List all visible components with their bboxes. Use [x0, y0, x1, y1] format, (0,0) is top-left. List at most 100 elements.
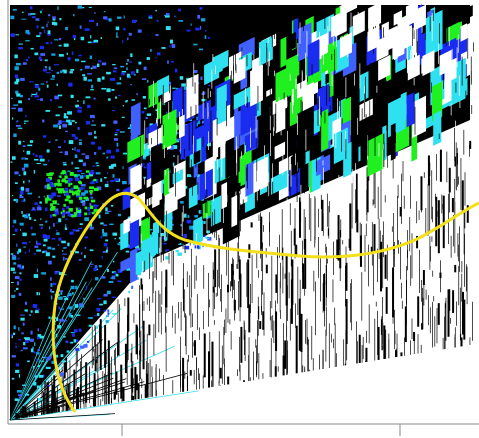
noise — [18, 249, 21, 253]
band — [234, 112, 239, 151]
noise — [184, 214, 187, 218]
noise — [18, 47, 23, 49]
noise — [52, 22, 56, 25]
noise — [138, 29, 142, 32]
noise — [90, 89, 94, 90]
noise — [88, 212, 90, 216]
noise — [15, 343, 16, 345]
noise — [41, 272, 46, 274]
noise — [101, 236, 103, 238]
noise — [31, 348, 33, 352]
noise — [61, 121, 65, 122]
noise — [74, 329, 78, 332]
noise — [61, 354, 64, 357]
noise — [46, 359, 48, 361]
noise — [208, 37, 210, 39]
noise — [171, 61, 174, 63]
noise — [23, 150, 24, 151]
noise — [58, 296, 63, 299]
noise — [31, 13, 36, 15]
noise — [19, 196, 23, 198]
noise — [107, 211, 111, 212]
noise — [50, 214, 52, 217]
noise — [29, 249, 30, 252]
band — [162, 109, 176, 150]
noise — [91, 200, 95, 203]
noise — [77, 170, 82, 172]
noise — [28, 56, 30, 58]
noise — [75, 178, 79, 181]
noise — [53, 223, 55, 227]
noise — [56, 230, 57, 231]
noise — [64, 298, 68, 300]
noise — [18, 394, 22, 396]
noise — [105, 212, 109, 214]
noise — [39, 359, 40, 362]
noise — [59, 152, 63, 153]
noise — [201, 18, 205, 21]
noise — [69, 200, 73, 204]
band — [361, 131, 367, 166]
noise — [96, 308, 100, 312]
noise — [24, 123, 26, 124]
noise — [69, 140, 74, 144]
noise — [172, 88, 175, 89]
noise — [67, 350, 70, 352]
noise — [79, 329, 82, 332]
noise — [92, 165, 95, 166]
noise — [149, 15, 152, 17]
noise — [15, 182, 18, 184]
noise — [115, 134, 118, 136]
noise — [12, 156, 16, 160]
noise — [143, 96, 146, 99]
noise — [111, 205, 113, 207]
noise — [41, 27, 44, 29]
noise — [79, 142, 82, 145]
noise — [75, 167, 80, 169]
noise — [30, 6, 32, 9]
noise — [23, 181, 24, 184]
noise — [47, 187, 50, 189]
noise — [127, 59, 129, 62]
noise — [63, 164, 66, 166]
noise — [65, 199, 69, 202]
noise — [117, 143, 119, 147]
noise — [170, 40, 173, 44]
noise — [24, 121, 29, 122]
noise — [99, 215, 101, 219]
noise — [150, 49, 152, 52]
noise — [48, 317, 50, 319]
noise — [67, 111, 72, 114]
noise — [27, 151, 31, 155]
noise — [173, 155, 174, 157]
noise — [105, 239, 108, 241]
noise — [72, 134, 76, 137]
noise — [63, 162, 67, 164]
noise — [66, 120, 70, 123]
noise — [56, 114, 60, 116]
noise — [42, 119, 44, 122]
noise — [66, 195, 70, 198]
noise — [25, 252, 26, 254]
noise — [23, 266, 24, 269]
noise — [35, 310, 39, 313]
noise — [29, 81, 34, 82]
noise — [194, 215, 198, 217]
noise — [200, 7, 203, 10]
noise — [205, 30, 206, 32]
noise — [39, 224, 43, 225]
noise — [81, 173, 85, 174]
noise — [86, 121, 90, 124]
noise — [75, 348, 79, 351]
noise — [30, 331, 32, 335]
noise — [70, 69, 74, 71]
noise — [60, 309, 64, 310]
noise — [122, 40, 123, 43]
noise — [94, 12, 95, 14]
visualization — [0, 0, 479, 438]
noise — [80, 25, 82, 28]
noise — [102, 232, 107, 236]
noise — [19, 174, 21, 176]
noise — [42, 251, 44, 253]
noise — [57, 196, 61, 197]
